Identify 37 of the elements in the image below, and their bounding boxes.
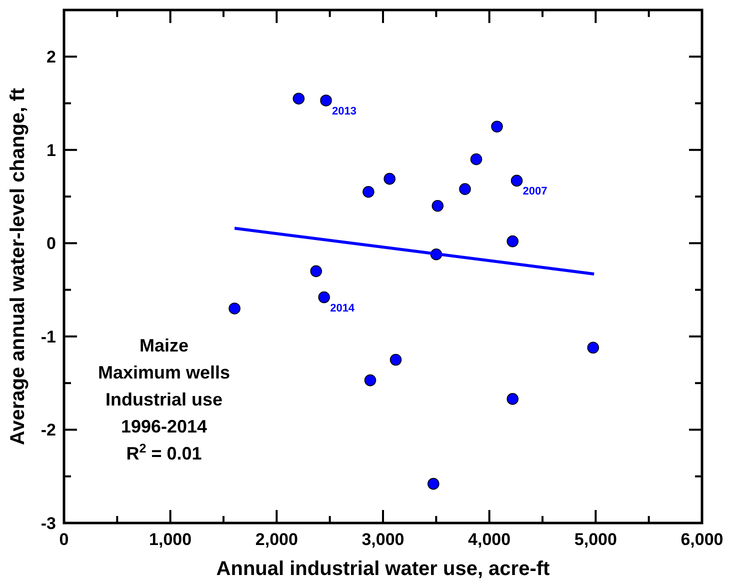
point: [310, 265, 322, 278]
x-tick-label: 1,000: [149, 530, 192, 549]
point: [510, 174, 523, 187]
point: [320, 94, 332, 106]
y-tick-label: 2: [46, 48, 56, 67]
x-tick-label: 2,000: [255, 530, 298, 549]
x-tick-label: 5,000: [574, 530, 617, 549]
point: [362, 186, 374, 198]
annotation: 2007: [522, 186, 548, 198]
y-tick-label: -1: [40, 327, 56, 346]
point: [364, 374, 376, 386]
point: [459, 183, 471, 195]
point: [587, 342, 600, 354]
annotation: 2013: [332, 105, 356, 118]
point: [432, 200, 444, 212]
x-tick-label: 0: [59, 530, 69, 549]
x-tick-label: 3,000: [362, 530, 404, 549]
x-tick-label: 6,000: [680, 530, 724, 549]
x-axis-title: Annual industrial water use, acre-ft: [216, 558, 550, 580]
point: [318, 291, 330, 304]
point: [470, 153, 482, 166]
point: [390, 354, 402, 366]
point: [491, 120, 503, 132]
y-tick-label: -2: [40, 420, 56, 440]
point: [228, 302, 240, 314]
y-axis-title: Average annual water-level change, ft: [7, 88, 29, 446]
annotation: 2014: [330, 302, 356, 314]
point: [292, 92, 305, 105]
point: [506, 393, 519, 405]
annotation: Maize Maximum wells Industrial use 1996-2014 R$^{2}$ = 0.01: [98, 335, 230, 464]
y-tick-label: 0: [46, 234, 56, 254]
point: [506, 235, 519, 248]
point: [384, 172, 396, 185]
y-tick-label: -3: [40, 514, 56, 533]
x-tick-label: 4,000: [468, 530, 511, 549]
y-tick-label: 1: [46, 140, 56, 160]
point: [428, 478, 440, 490]
